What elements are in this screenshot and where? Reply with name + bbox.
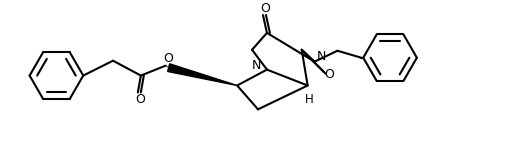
Text: N: N (252, 59, 261, 72)
Text: O: O (135, 93, 145, 106)
Polygon shape (168, 64, 237, 86)
Text: O: O (325, 68, 334, 81)
Text: H: H (305, 93, 314, 106)
Text: O: O (164, 52, 174, 65)
Text: O: O (260, 2, 270, 15)
Text: N: N (316, 50, 326, 63)
